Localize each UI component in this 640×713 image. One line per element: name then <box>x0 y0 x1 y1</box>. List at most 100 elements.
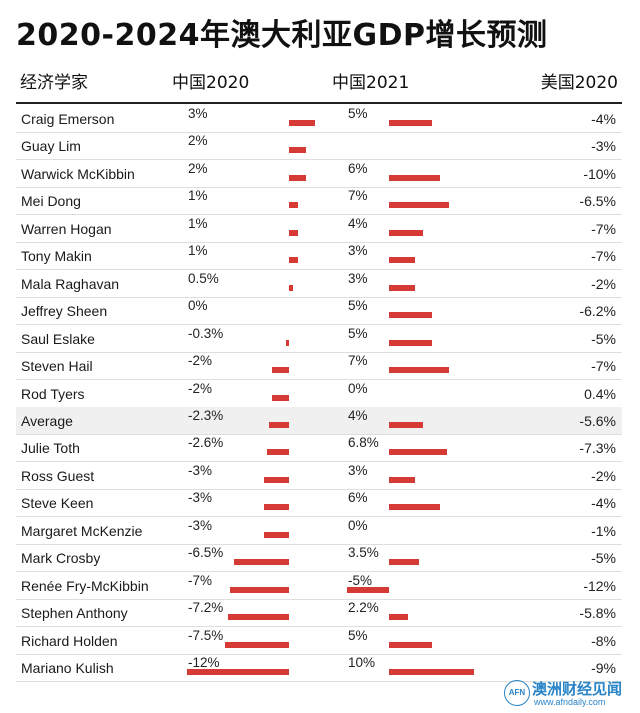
china-2021-value: 5% <box>348 106 368 121</box>
table-row: Saul Eslake -0.3% 5% -5% <box>16 325 622 353</box>
us-2020-value: -10% <box>583 165 616 182</box>
china-2020-value: -2% <box>188 380 213 396</box>
table-row: Tony Makin 1% 3% -7% <box>16 242 622 271</box>
table-row: Craig Emerson 3% 5% -4% <box>16 105 622 133</box>
china-2020-bar <box>263 531 289 538</box>
header-divider <box>16 102 622 104</box>
us-2020-value: -8% <box>591 632 616 649</box>
economist-name: Mariano Kulish <box>21 660 114 676</box>
header-china-2021: 中国2021 <box>332 73 410 93</box>
china-2021-value: 6.8% <box>348 435 379 451</box>
table-row: Renée Fry-McKibbin -7% -5% -12% <box>16 572 622 600</box>
table-row: Average -2.3% 4% -5.6% <box>16 406 622 435</box>
china-2020-bar <box>289 229 298 236</box>
us-2020-value: -5% <box>591 550 616 567</box>
economist-name: Guay Lim <box>21 138 81 155</box>
china-2021-value: 5% <box>348 298 368 314</box>
table-row: Stephen Anthony -7.2% 2.2% -5.8% <box>16 599 622 628</box>
us-2020-value: -4% <box>591 495 616 512</box>
economist-name: Steven Hail <box>21 358 93 375</box>
us-2020-value: -7.3% <box>579 440 616 457</box>
economist-name: Jeffrey Sheen <box>21 303 108 320</box>
china-2021-value: -5% <box>348 572 373 588</box>
table-row: Warren Hogan 1% 4% -7% <box>16 215 622 243</box>
china-2021-bar <box>389 367 449 374</box>
china-2020-value: -12% <box>188 655 220 670</box>
china-2020-bar <box>289 284 294 291</box>
china-2021-bar <box>389 312 432 319</box>
us-2020-value: -12% <box>583 577 616 594</box>
china-2021-value: 3% <box>348 243 368 259</box>
table-row: Mei Dong 1% 7% -6.5% <box>16 187 622 216</box>
table-row: Warwick McKibbin 2% 6% -10% <box>16 160 622 188</box>
chart-title: 2020-2024年澳大利亚GDP增长预测 <box>16 18 548 53</box>
china-2020-value: -3% <box>188 517 213 533</box>
economist-name: Mark Crosby <box>21 550 101 567</box>
china-2020-value: -2.6% <box>188 435 224 451</box>
us-2020-value: -7% <box>591 220 616 237</box>
china-2020-value: -7.2% <box>188 600 224 616</box>
table-row: Julie Toth -2.6% 6.8% -7.3% <box>16 434 622 463</box>
china-2020-value: -6.5% <box>188 545 224 561</box>
us-2020-value: -9% <box>591 660 616 676</box>
china-2021-value: 6% <box>348 160 368 176</box>
economist-name: Renée Fry-McKibbin <box>21 577 149 594</box>
economist-name: Ross Guest <box>21 467 95 484</box>
china-2021-bar <box>389 257 415 264</box>
china-2020-value: -3% <box>188 462 213 478</box>
china-2021-bar <box>389 421 423 428</box>
china-2021-bar <box>389 229 423 236</box>
china-2021-value: 7% <box>348 353 368 369</box>
economist-name: Tony Makin <box>21 248 92 265</box>
header-economist: 经济学家 <box>20 73 88 93</box>
china-2021-value: 0% <box>348 380 368 396</box>
china-2020-bar <box>289 147 306 154</box>
china-2020-bar <box>272 394 289 401</box>
us-2020-value: -7% <box>591 248 616 265</box>
china-2020-value: 3% <box>188 106 208 121</box>
china-2020-bar <box>227 614 289 621</box>
economist-name: Mei Dong <box>21 193 81 210</box>
china-2021-bar <box>389 174 440 181</box>
economist-name: Mala Raghavan <box>21 275 120 292</box>
china-2020-value: 1% <box>188 243 208 259</box>
china-2021-bar <box>389 669 474 675</box>
china-2021-bar <box>346 586 389 593</box>
us-2020-value: 0.4% <box>584 385 616 402</box>
china-2020-value: 1% <box>188 188 208 204</box>
us-2020-value: -3% <box>591 138 616 155</box>
china-2021-value: 5% <box>348 325 368 341</box>
table-row: Mala Raghavan 0.5% 3% -2% <box>16 270 622 298</box>
us-2020-value: -5.6% <box>579 412 616 429</box>
table-row: Jeffrey Sheen 0% 5% -6.2% <box>16 297 622 326</box>
us-2020-value: -4% <box>591 111 616 127</box>
us-2020-value: -6.2% <box>579 303 616 320</box>
china-2020-value: 2% <box>188 133 208 149</box>
china-2021-bar <box>389 120 432 126</box>
china-2020-bar <box>225 641 289 648</box>
china-2021-value: 3% <box>348 270 368 286</box>
china-2021-bar <box>389 449 447 456</box>
china-2020-bar <box>263 476 289 483</box>
header-china-2020: 中国2020 <box>172 73 250 93</box>
china-2020-bar <box>289 120 315 126</box>
china-2021-value: 4% <box>348 407 368 423</box>
economist-name: Saul Eslake <box>21 330 95 347</box>
us-2020-value: -5.8% <box>579 605 616 622</box>
china-2020-value: -7% <box>188 572 213 588</box>
us-2020-value: -2% <box>591 275 616 292</box>
china-2020-bar <box>266 449 289 456</box>
economist-name: Warren Hogan <box>21 220 112 237</box>
china-2020-bar <box>289 174 306 181</box>
us-2020-value: -6.5% <box>579 193 616 210</box>
afn-logo-name: 澳洲财经见闻 <box>532 680 623 698</box>
economist-name: Richard Holden <box>21 632 118 649</box>
china-2021-value: 6% <box>348 490 368 506</box>
us-2020-value: -7% <box>591 358 616 375</box>
economist-name: Warwick McKibbin <box>21 165 135 182</box>
table-row: Steven Hail -2% 7% -7% <box>16 352 622 381</box>
china-2020-value: -2.3% <box>188 407 224 423</box>
table-row: Ross Guest -3% 3% -2% <box>16 462 622 490</box>
china-2020-value: 0% <box>188 298 208 314</box>
table-row: Guay Lim 2% -3% <box>16 132 622 161</box>
